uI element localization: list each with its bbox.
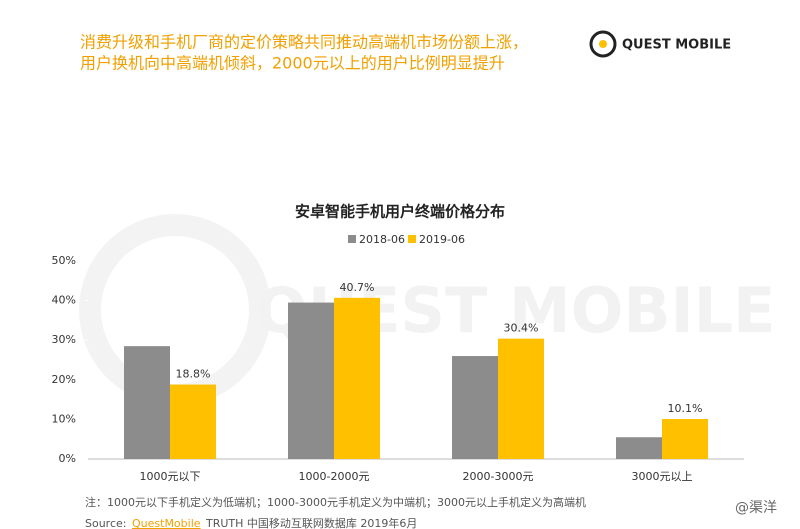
value-label: 10.1% (668, 402, 703, 415)
x-tick-label: 1000-2000元 (299, 470, 370, 483)
headline: 消费升级和手机厂商的定价策略共同推动高端机市场份额上涨， (80, 33, 528, 52)
source-label: Source: (85, 517, 127, 529)
value-label: 30.4% (504, 322, 539, 335)
source-brand: QuestMobile (132, 517, 201, 529)
y-tick-label: 40% (52, 294, 76, 307)
bar (616, 437, 662, 459)
logo-text: QUEST MOBILE (622, 38, 731, 53)
y-tick-label: 10% (52, 412, 76, 425)
legend-swatch (408, 235, 416, 243)
legend-label: 2018-06 (359, 233, 405, 246)
bar (334, 297, 380, 459)
bar (452, 356, 498, 459)
bar (662, 419, 708, 459)
footnote: 注：1000元以下手机定义为低端机；1000-3000元手机定义为中端机；300… (85, 495, 586, 509)
logo-icon (589, 30, 617, 58)
legend-swatch (348, 235, 356, 243)
y-tick-label: 20% (52, 373, 76, 386)
chart-title: 安卓智能手机用户终端价格分布 (295, 203, 505, 221)
x-tick-label: 2000-3000元 (463, 470, 534, 483)
legend-label: 2019-06 (419, 233, 465, 246)
headline: 用户换机向中高端机倾斜，2000元以上的用户比例明显提升 (80, 54, 505, 73)
x-tick-label: 1000元以下 (140, 470, 201, 483)
value-label: 40.7% (340, 281, 375, 294)
y-tick-label: 30% (52, 333, 76, 346)
value-label: 18.8% (176, 368, 211, 381)
y-tick-label: 0% (59, 452, 76, 465)
bar (498, 338, 544, 459)
y-tick-label: 50% (52, 254, 76, 267)
credit: @渠洋 (735, 500, 777, 516)
source-text: TRUTH 中国移动互联网数据库 2019年6月 (205, 516, 417, 529)
bar (170, 384, 216, 459)
logo-dot (599, 40, 607, 48)
bar (288, 302, 334, 459)
x-tick-label: 3000元以上 (632, 470, 693, 483)
bar (124, 346, 170, 459)
